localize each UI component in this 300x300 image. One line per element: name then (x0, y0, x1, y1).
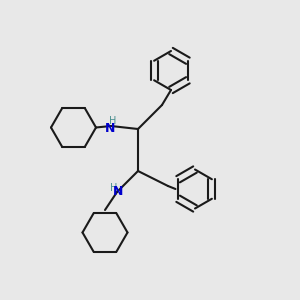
Text: H: H (110, 183, 117, 193)
Text: N: N (105, 122, 115, 135)
Text: H: H (109, 116, 116, 126)
Text: N: N (113, 184, 124, 198)
